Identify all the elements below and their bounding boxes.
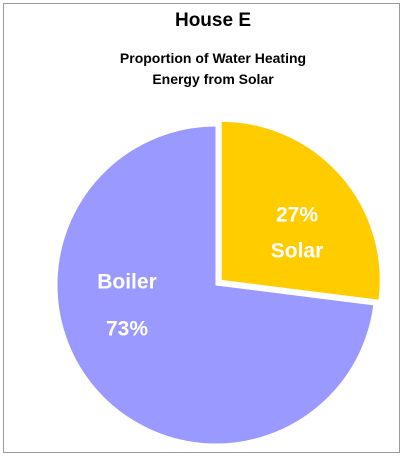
pie-slice [56, 125, 375, 445]
slice-label: Solar [271, 240, 324, 263]
chart-title: House E [174, 10, 252, 31]
chart-subtitle: Proportion of Water Heating Energy from … [119, 50, 307, 87]
data-label: 73% [106, 318, 148, 341]
slice-label: Boiler [97, 271, 157, 294]
pie-slice [220, 120, 381, 301]
chart-frame [3, 3, 400, 453]
data-label: 27% [276, 204, 318, 227]
